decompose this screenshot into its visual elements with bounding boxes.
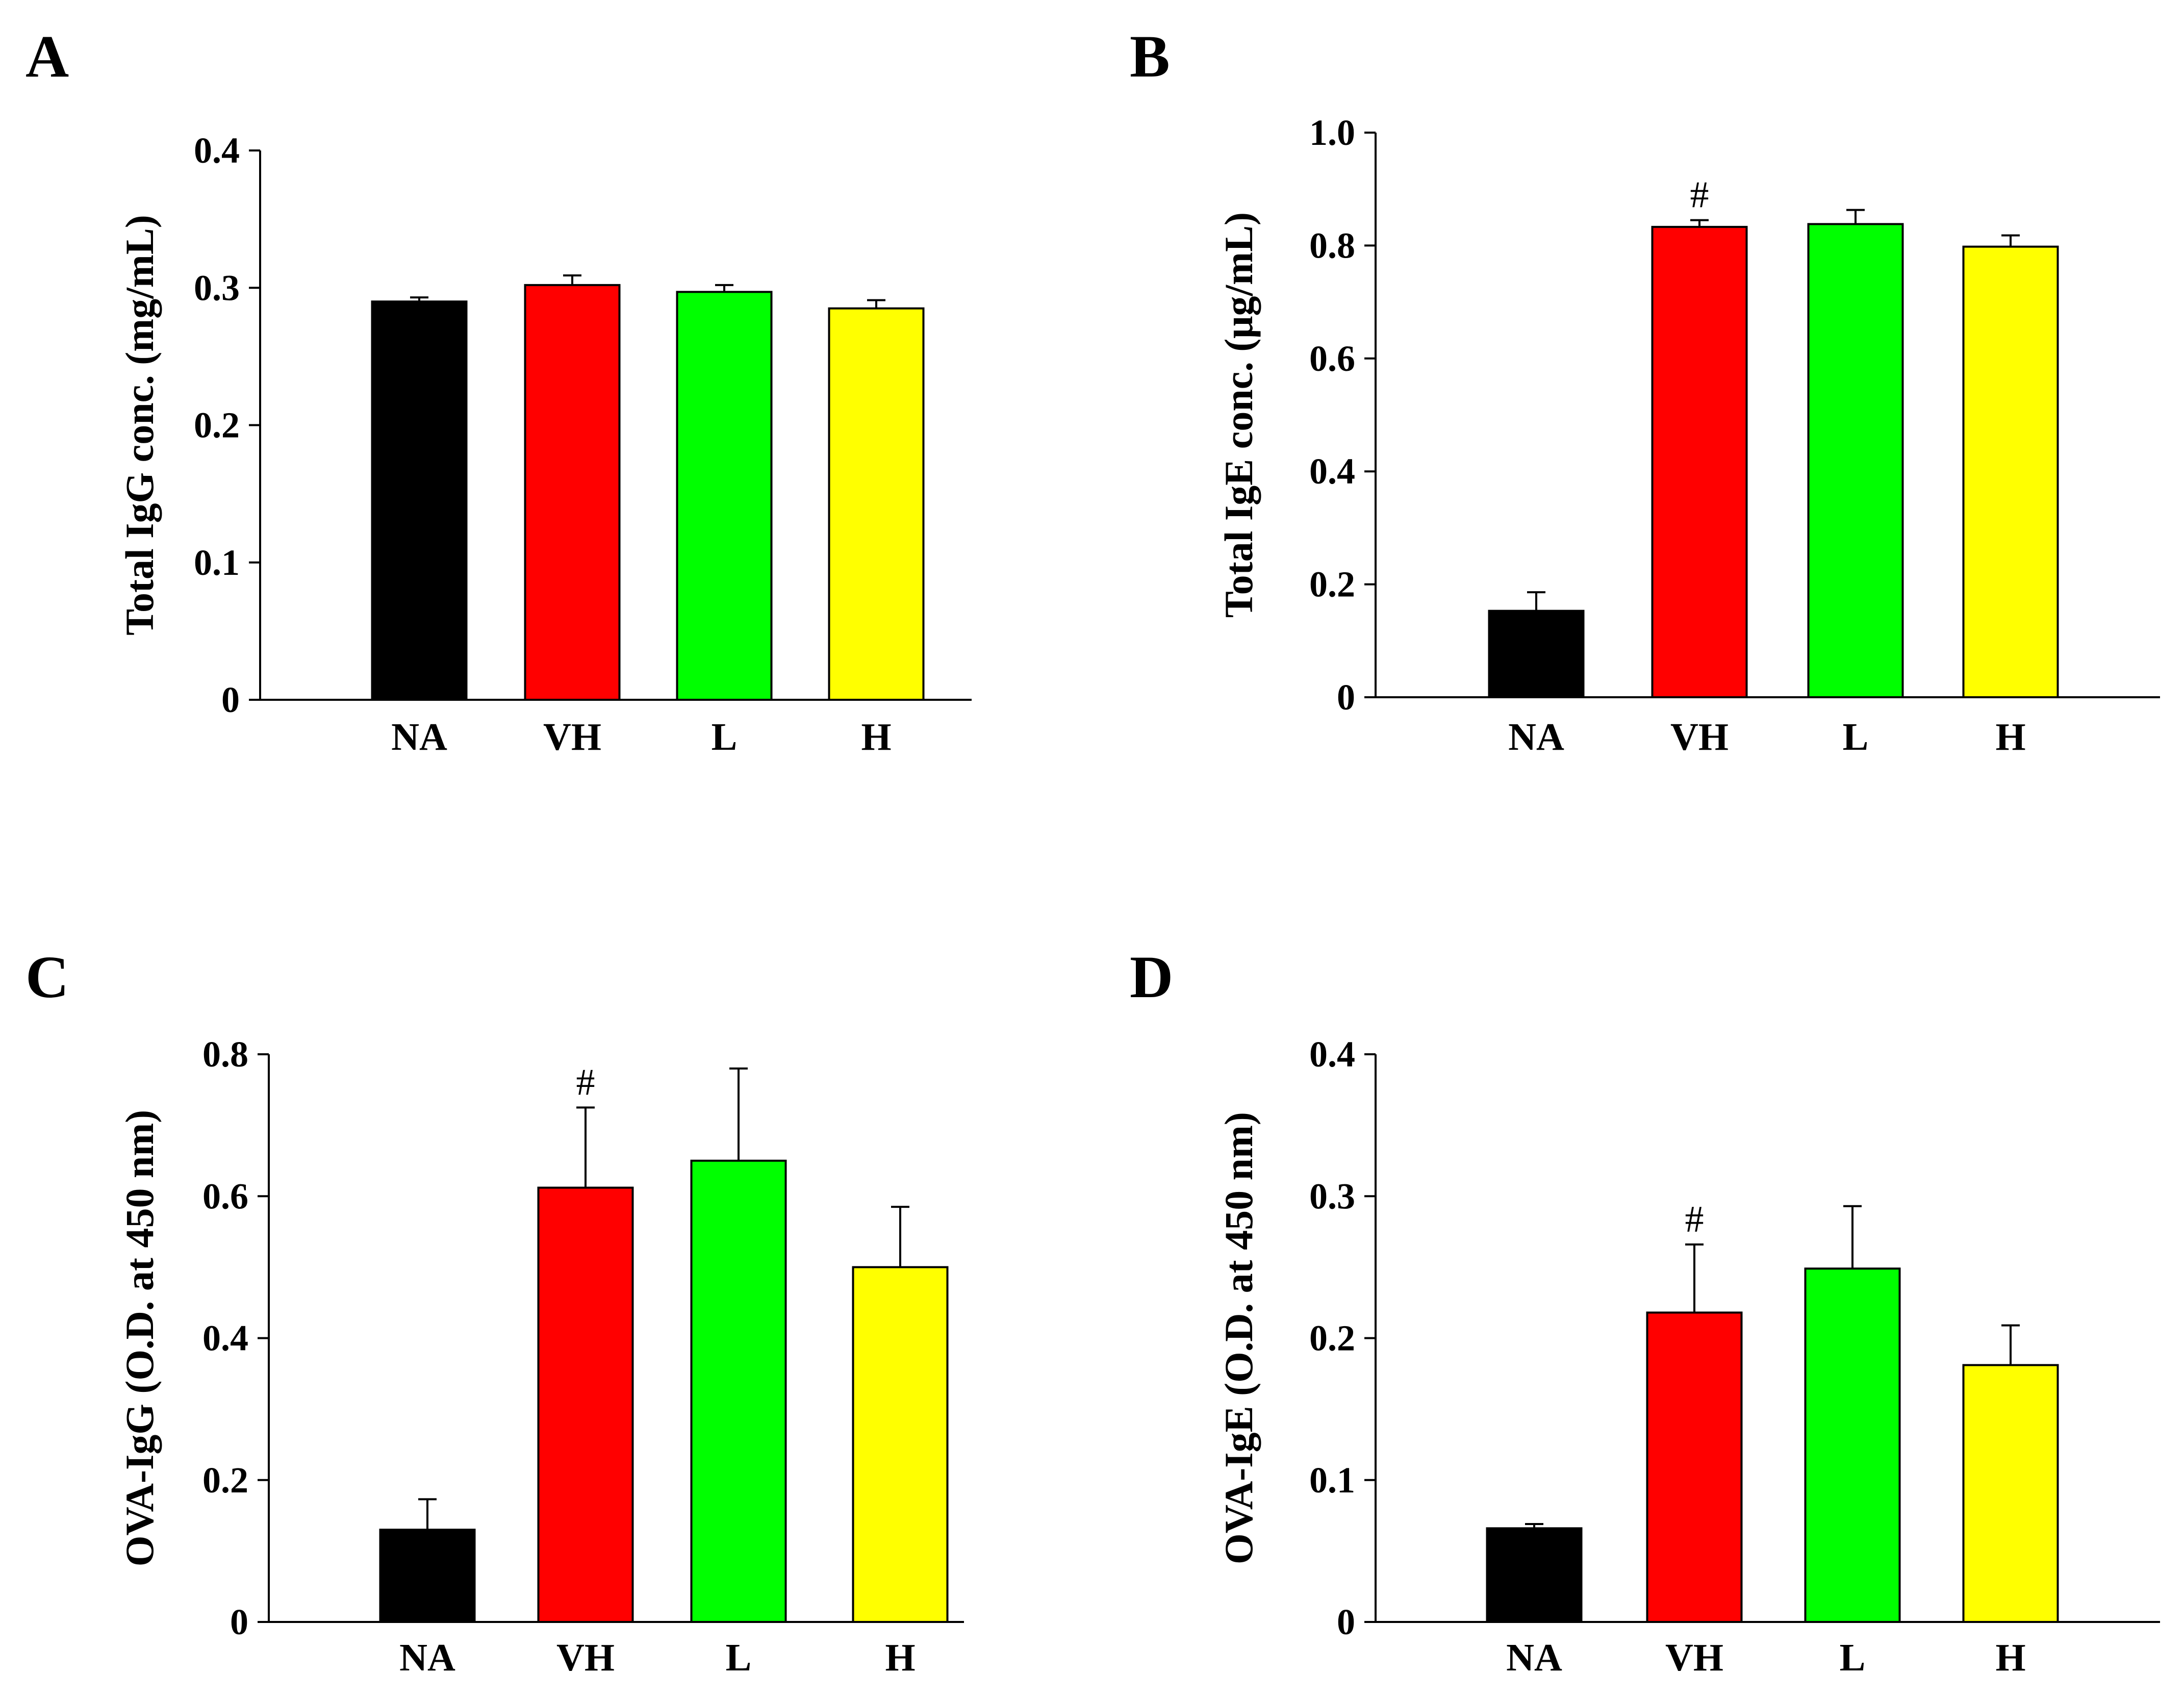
y-tick-label: 0.8	[202, 1034, 248, 1075]
y-axis-title: OVA-IgE (O.D. at 450 nm)	[1216, 1112, 1261, 1564]
y-tick-label: 0.4	[1309, 451, 1355, 492]
bar-l	[1804, 1267, 1901, 1623]
category-label-l: L	[1840, 1636, 1866, 1679]
category-label-h: H	[861, 716, 891, 758]
category-label-na: NA	[399, 1636, 455, 1679]
y-tick-label: 0.4	[1309, 1034, 1355, 1075]
y-tick-label: 0	[230, 1602, 248, 1642]
y-tick-label: 0	[1337, 677, 1355, 718]
panel-letter: D	[1130, 944, 1173, 1010]
y-axis-title: Total IgE conc. (μg/mL)	[1216, 212, 1261, 618]
y-tick-label: 0.4	[194, 130, 240, 171]
y-tick-label: 0.6	[202, 1176, 248, 1216]
category-label-h: H	[1995, 1636, 2025, 1679]
category-label-vh: VH	[1665, 1636, 1723, 1679]
category-label-l: L	[726, 1636, 752, 1679]
y-tick-label: 0.2	[1309, 564, 1355, 605]
category-label-na: NA	[391, 716, 447, 758]
bar-na	[1488, 610, 1585, 699]
y-tick-label: 0.4	[202, 1318, 248, 1359]
bar-na	[379, 1529, 476, 1623]
category-label-vh: VH	[543, 716, 601, 758]
bar-h	[1962, 245, 2059, 698]
panel-b: B 0 0.2 0.4 0.6 0.8 1.0 Total IgE conc. (μg/mL)…	[1130, 23, 2160, 758]
y-tick-label: 0.8	[1309, 225, 1355, 266]
y-tick-label: 0.1	[1309, 1460, 1355, 1501]
y-tick-label: 0	[221, 679, 240, 720]
bar-l	[1807, 223, 1904, 699]
y-tick-label: 0	[1337, 1602, 1355, 1642]
bar-vh	[524, 284, 621, 701]
y-tick-label: 0.3	[1309, 1176, 1355, 1216]
bar-na	[371, 300, 468, 701]
significance-marker: #	[576, 1061, 595, 1103]
y-tick-label: 0.2	[1309, 1318, 1355, 1359]
category-label-na: NA	[1508, 716, 1564, 758]
y-tick-label: 0.2	[194, 405, 240, 446]
y-axis-title: Total IgG conc. (mg/mL)	[117, 215, 162, 636]
y-tick-label: 0.3	[194, 267, 240, 308]
y-tick-label: 1.0	[1309, 112, 1355, 153]
category-label-h: H	[885, 1636, 915, 1679]
bar-vh	[1651, 225, 1748, 698]
bar-l	[676, 291, 773, 701]
category-label-na: NA	[1506, 1636, 1562, 1679]
significance-marker: #	[1685, 1199, 1704, 1240]
panel-letter: A	[26, 23, 69, 90]
panel-c: C 0 0.2 0.4 0.6 0.8 OVA-IgG (O.D. at 450 nm) NA…	[26, 944, 964, 1679]
bar-h	[1962, 1364, 2059, 1623]
category-label-l: L	[712, 716, 738, 758]
panel-d: D 0 0.1 0.2 0.3 0.4 OVA-IgE (O.D. at 450 nm) NA…	[1130, 944, 2160, 1679]
category-label-h: H	[1995, 716, 2025, 758]
y-axis-title: OVA-IgG (O.D. at 450 nm)	[117, 1110, 162, 1567]
y-tick-label: 0.6	[1309, 338, 1355, 379]
y-tick-label: 0.2	[202, 1460, 248, 1501]
category-label-vh: VH	[556, 1636, 615, 1679]
bar-h	[828, 307, 925, 701]
bar-h	[852, 1266, 949, 1623]
bar-vh	[537, 1186, 634, 1623]
bar-na	[1486, 1527, 1583, 1623]
bar-l	[690, 1159, 787, 1623]
panel-letter: C	[26, 944, 69, 1010]
bar-vh	[1646, 1311, 1743, 1623]
y-tick-label: 0.1	[194, 542, 240, 583]
panel-a: A 0 0.1 0.2 0.3 0.4 Total IgG conc. (mg/mL) NA V…	[26, 23, 972, 758]
panel-letter: B	[1130, 23, 1170, 90]
category-label-vh: VH	[1670, 716, 1729, 758]
category-label-l: L	[1843, 716, 1869, 758]
significance-marker: #	[1690, 174, 1709, 216]
